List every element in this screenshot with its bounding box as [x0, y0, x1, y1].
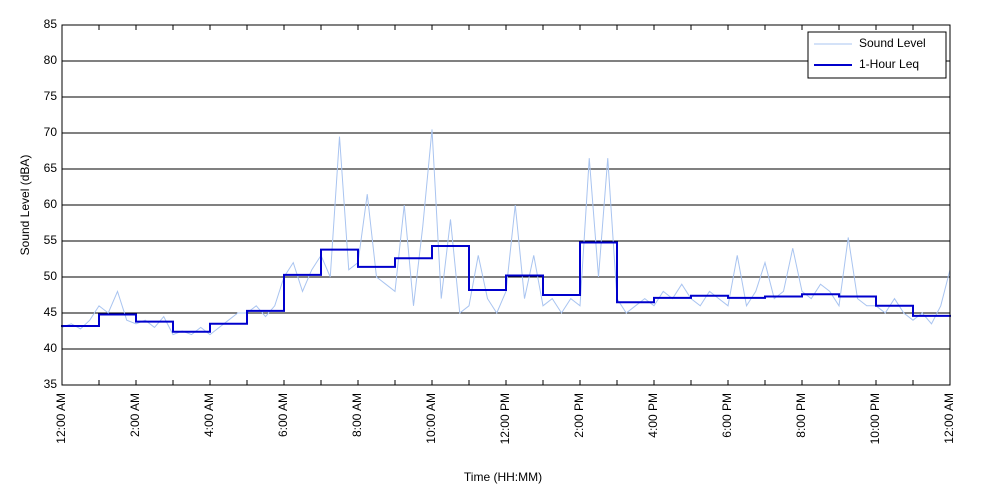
x-tick-label: 6:00 PM — [720, 393, 734, 438]
y-tick-label: 50 — [44, 269, 58, 283]
y-tick-label: 65 — [44, 161, 58, 175]
x-tick-label: 10:00 AM — [424, 393, 438, 444]
x-tick-label: 8:00 AM — [350, 393, 364, 437]
y-tick-label: 55 — [44, 233, 58, 247]
x-tick-label: 4:00 PM — [646, 393, 660, 438]
plot-frame — [61, 24, 951, 386]
legend-box — [807, 31, 947, 79]
y-tick-label: 80 — [44, 53, 58, 67]
x-tick-label: 2:00 AM — [128, 393, 142, 437]
y-axis-title: Sound Level (dBA) — [18, 155, 32, 256]
x-tick-label: 10:00 PM — [868, 393, 882, 444]
x-tick-label: 6:00 AM — [276, 393, 290, 437]
x-tick-label: 8:00 PM — [794, 393, 808, 438]
x-tick-label: 12:00 AM — [942, 393, 956, 444]
y-tick-label: 75 — [44, 89, 58, 103]
y-tick-label: 45 — [44, 305, 58, 319]
y-tick-label: 40 — [44, 341, 58, 355]
y-tick-label: 85 — [44, 17, 58, 31]
x-axis-title: Time (HH:MM) — [464, 470, 542, 484]
legend-label: 1-Hour Leq — [859, 57, 919, 71]
x-tick-label: 2:00 PM — [572, 393, 586, 438]
x-tick-label: 4:00 AM — [202, 393, 216, 437]
legend-label: Sound Level — [859, 36, 926, 50]
y-tick-label: 70 — [44, 125, 58, 139]
x-tick-label: 12:00 PM — [498, 393, 512, 444]
y-tick-label: 60 — [44, 197, 58, 211]
x-tick-label: 12:00 AM — [54, 393, 68, 444]
series-line — [61, 129, 951, 336]
y-tick-label: 35 — [44, 377, 58, 391]
